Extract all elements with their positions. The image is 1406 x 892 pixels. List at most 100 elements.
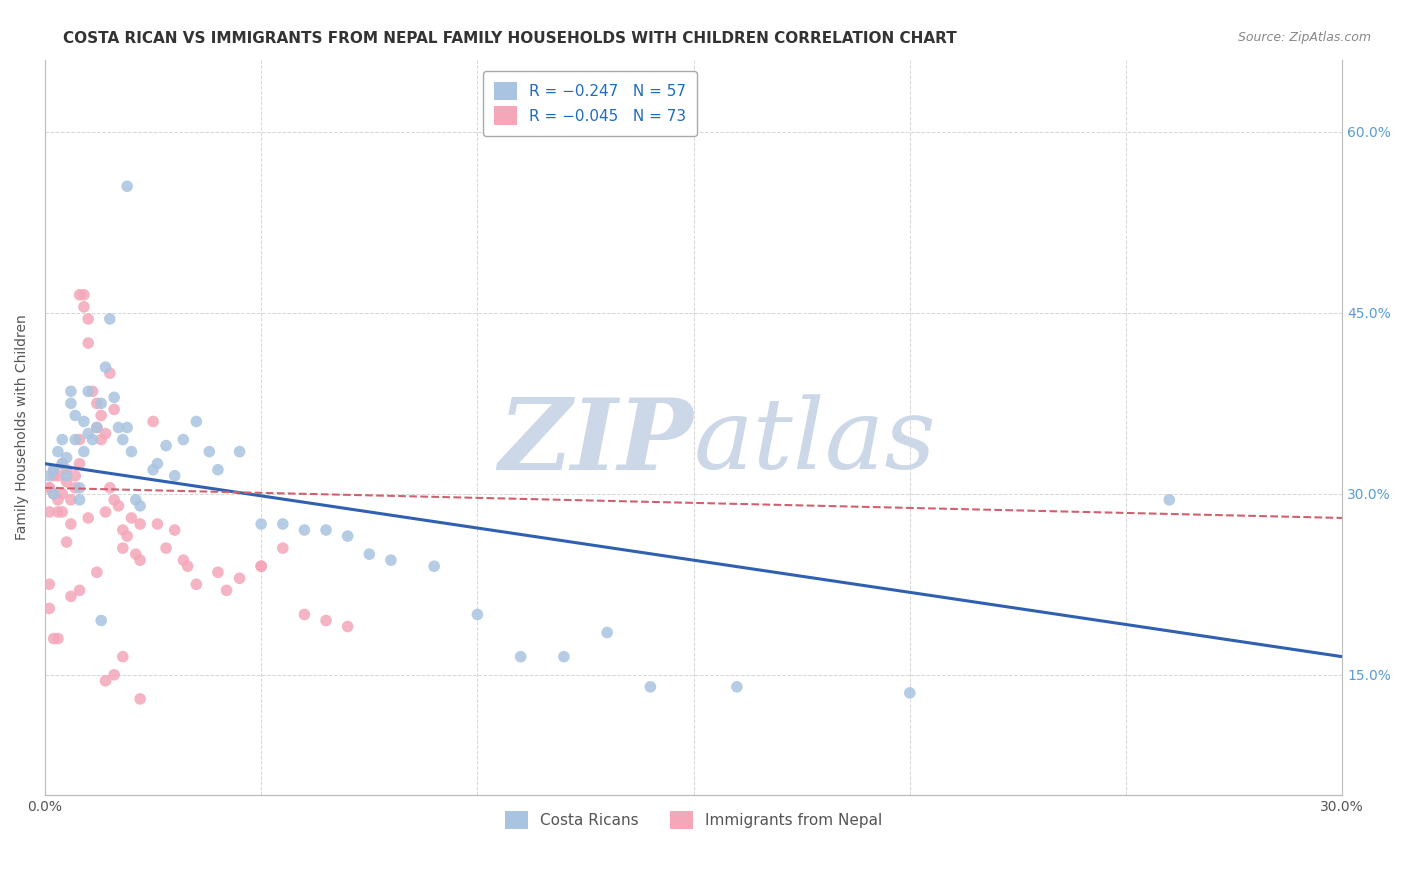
Point <box>120 444 142 458</box>
Point <box>103 390 125 404</box>
Point <box>176 559 198 574</box>
Point <box>42 632 65 646</box>
Point <box>38 481 60 495</box>
Point <box>82 433 104 447</box>
Point <box>46 468 69 483</box>
Point <box>129 516 152 531</box>
Point <box>336 619 359 633</box>
Point <box>423 559 446 574</box>
Point <box>59 516 82 531</box>
Point <box>59 492 82 507</box>
Point <box>271 516 294 531</box>
Point <box>215 583 238 598</box>
Point <box>98 366 121 380</box>
Point <box>86 420 108 434</box>
Point <box>115 420 138 434</box>
Point <box>163 468 186 483</box>
Point <box>336 529 359 543</box>
Point <box>55 475 77 489</box>
Point <box>155 439 177 453</box>
Point <box>55 468 77 483</box>
Point <box>59 590 82 604</box>
Point <box>359 547 381 561</box>
Point <box>69 457 91 471</box>
Point <box>315 614 337 628</box>
Point <box>73 300 96 314</box>
Point <box>725 680 748 694</box>
Point <box>115 529 138 543</box>
Point <box>38 481 60 495</box>
Point <box>107 499 129 513</box>
Point <box>172 553 194 567</box>
Point <box>125 547 148 561</box>
Point <box>98 481 121 495</box>
Point <box>77 511 100 525</box>
Point <box>38 468 60 483</box>
Point <box>38 601 60 615</box>
Point <box>51 457 73 471</box>
Point <box>294 607 316 622</box>
Point <box>69 481 91 495</box>
Point <box>65 409 87 423</box>
Point <box>65 468 87 483</box>
Point <box>46 492 69 507</box>
Text: ZIP: ZIP <box>499 394 693 491</box>
Point <box>77 426 100 441</box>
Point <box>553 649 575 664</box>
Point <box>146 457 169 471</box>
Point <box>94 673 117 688</box>
Point <box>467 607 489 622</box>
Point <box>120 511 142 525</box>
Point <box>69 492 91 507</box>
Point <box>98 312 121 326</box>
Point <box>596 625 619 640</box>
Point <box>250 559 273 574</box>
Point <box>111 649 134 664</box>
Point <box>198 444 221 458</box>
Point <box>51 505 73 519</box>
Point <box>42 463 65 477</box>
Point <box>55 450 77 465</box>
Point <box>51 433 73 447</box>
Point <box>111 541 134 555</box>
Point <box>46 444 69 458</box>
Point <box>69 288 91 302</box>
Point <box>90 614 112 628</box>
Point <box>77 312 100 326</box>
Point <box>103 402 125 417</box>
Point <box>42 487 65 501</box>
Point <box>315 523 337 537</box>
Point <box>271 541 294 555</box>
Text: atlas: atlas <box>693 394 936 490</box>
Point <box>94 360 117 375</box>
Point <box>107 420 129 434</box>
Point <box>94 505 117 519</box>
Point <box>69 433 91 447</box>
Point <box>38 505 60 519</box>
Point <box>86 396 108 410</box>
Point <box>42 463 65 477</box>
Point <box>228 444 250 458</box>
Point <box>77 336 100 351</box>
Point <box>111 523 134 537</box>
Point <box>186 577 208 591</box>
Point <box>111 433 134 447</box>
Text: Source: ZipAtlas.com: Source: ZipAtlas.com <box>1237 31 1371 45</box>
Point <box>55 463 77 477</box>
Point <box>90 433 112 447</box>
Point <box>228 571 250 585</box>
Point <box>77 384 100 399</box>
Point <box>103 667 125 681</box>
Point <box>42 468 65 483</box>
Point <box>115 179 138 194</box>
Point <box>94 426 117 441</box>
Point <box>142 414 165 428</box>
Point <box>73 414 96 428</box>
Text: COSTA RICAN VS IMMIGRANTS FROM NEPAL FAMILY HOUSEHOLDS WITH CHILDREN CORRELATION: COSTA RICAN VS IMMIGRANTS FROM NEPAL FAM… <box>63 31 957 46</box>
Point <box>155 541 177 555</box>
Point <box>65 481 87 495</box>
Point <box>163 523 186 537</box>
Point <box>51 457 73 471</box>
Point <box>65 433 87 447</box>
Point <box>250 559 273 574</box>
